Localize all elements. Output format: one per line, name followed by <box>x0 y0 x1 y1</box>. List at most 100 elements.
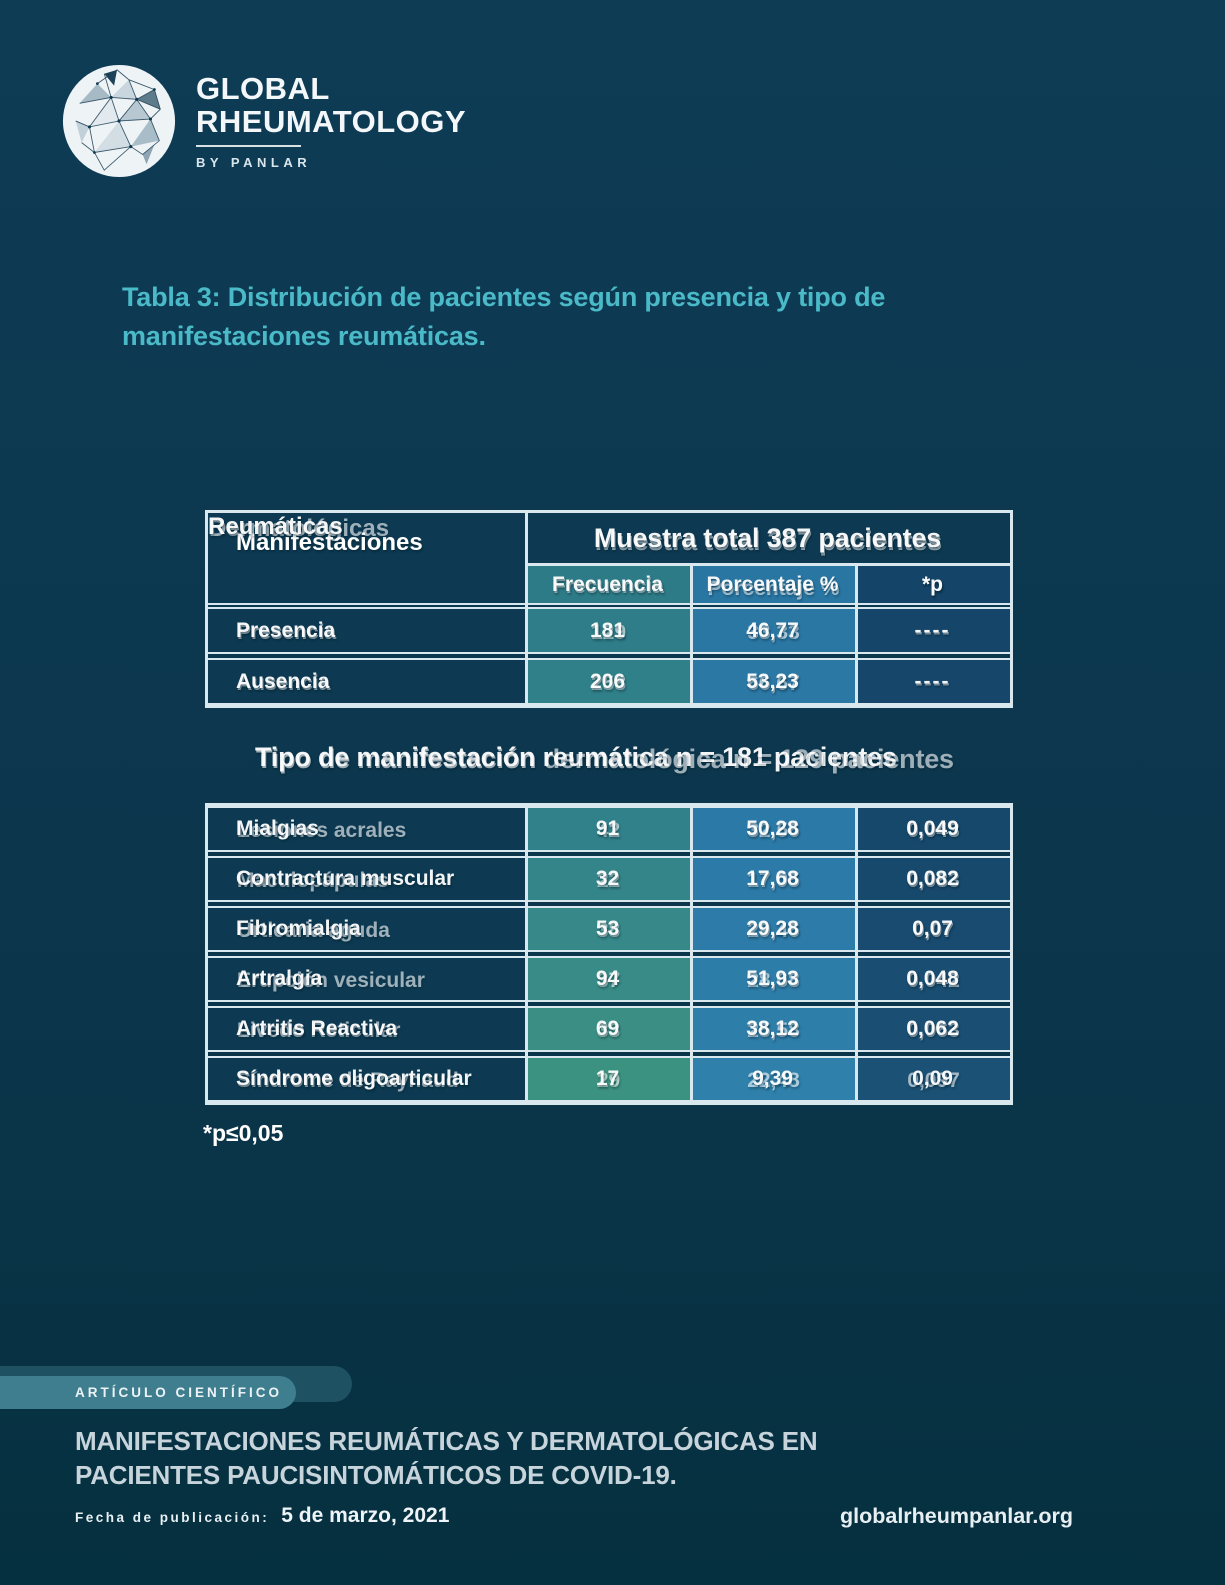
label-cell: Contractura muscular Maculopápulas <box>208 856 525 902</box>
layer-a-text: Porcentaje % <box>706 572 839 596</box>
layer-b-text: 17,05 <box>747 869 800 892</box>
section-subtitle: Tipo de manifestación reumática n = 181 … <box>255 742 1025 780</box>
layer-b-text: 258 <box>590 671 627 695</box>
layer-b-text: 22 <box>596 869 621 892</box>
article-title-line1: MANIFESTACIONES REUMÁTICAS Y DERMATOLÓGI… <box>75 1426 818 1456</box>
frequency-cell: 94 37 <box>525 956 690 1002</box>
column-border <box>855 806 858 1102</box>
layer-a-text: Reumáticas <box>208 513 343 540</box>
globe-logo-icon <box>62 64 176 178</box>
frequency-cell: 206 258 <box>525 658 690 705</box>
layer-b-text: 29,46 <box>747 919 800 942</box>
layer-a-text: 38,12 <box>746 1017 799 1040</box>
percentage-cell: 46,77 33,33 <box>690 607 855 654</box>
layer-a-text: Tipo de manifestación reumática n = 181 … <box>255 742 897 772</box>
label-cell: Fibromialgia Urticaria aguda <box>208 906 525 952</box>
layer-b-text: 42 <box>596 819 621 842</box>
layer-b-text: Ausencia <box>237 671 331 695</box>
label-cell: Presencia Presencia <box>208 607 525 654</box>
table1-header-total-cell: Muestra total 387 pacientes Muestra tota… <box>525 513 1010 563</box>
table2-row-3: Fibromialgia Urticaria aguda 53 38 29,28… <box>208 906 1010 952</box>
layer-a-text: 69 <box>595 1017 620 1040</box>
column-border <box>690 566 693 705</box>
brand-wordmark: GLOBAL RHEUMATOLOGY BY PANLAR <box>196 62 466 170</box>
layer-b-text: Urticaria aguda <box>237 919 390 942</box>
label-cell: Artralgia Erupción vesicular <box>208 956 525 1002</box>
layer-a-text: 46,77 <box>746 618 799 642</box>
article-type-badge: ARTÍCULO CIENTÍFICO <box>0 1376 296 1409</box>
percentage-cell: 17,68 17,05 <box>690 856 855 902</box>
brand-byline: BY PANLAR <box>196 155 312 170</box>
layer-a-text: Presencia <box>236 618 336 642</box>
publication-date-value: 5 de marzo, 2021 <box>281 1504 450 1527</box>
label-cell: Síndrome oligoarticular Síndrome de Rayn… <box>208 1056 525 1102</box>
table1-row-presencia: Presencia Presencia 181 129 46,77 33,33 … <box>208 607 1010 654</box>
table-title: Tabla 3: Distribución de pacientes según… <box>122 278 952 356</box>
table1-row-ausencia: Ausencia Ausencia 206 258 53,23 66,67 --… <box>208 658 1010 705</box>
layer-a-text: ---- <box>914 618 951 642</box>
layer-a-text: 94 <box>595 967 620 990</box>
column-header-porcentaje: Porcentaje % Porcentaje % <box>690 566 855 605</box>
column-header-frecuencia: Frecuencia Frecuencia <box>525 566 690 605</box>
column-border <box>525 513 528 705</box>
layer-a-text: 181 <box>589 618 626 642</box>
table-title-line2: manifestaciones reumáticas. <box>122 321 486 351</box>
layer-b-text: 22,48 <box>747 1069 800 1092</box>
layer-b-text: 66,67 <box>747 671 800 695</box>
layer-a-text: Fibromialgia <box>236 917 361 940</box>
column-border <box>690 806 693 1102</box>
layer-a-text: 0,082 <box>906 867 959 890</box>
layer-b-text: 33 <box>596 1019 621 1042</box>
pvalue-cell: 0,049 0,043 <box>855 806 1010 852</box>
website-url: globalrheumpanlar.org <box>840 1504 1073 1528</box>
layer-b-text: Maculopápulas <box>237 869 389 892</box>
layer-b-text: 37 <box>596 969 621 992</box>
layer-a-text: Artritis Reactiva <box>236 1017 398 1040</box>
layer-a-text: 53 <box>595 917 620 940</box>
layer-a-text: 91 <box>595 817 620 840</box>
table-presence: Manifestaciones Reumáticas Dermatológica… <box>205 510 1013 708</box>
layer-b-text: Tipo de manifestación dermatológica n = … <box>256 744 954 774</box>
layer-b-text: 129 <box>590 620 627 644</box>
article-type-label: ARTÍCULO CIENTÍFICO <box>75 1385 282 1400</box>
layer-a-text: 17 <box>595 1067 620 1090</box>
pvalue-cell: 0,062 0,063 <box>855 1006 1010 1052</box>
layer-b-text: 32,56 <box>747 819 800 842</box>
layer-b-text: 0,063 <box>907 1019 960 1042</box>
header-divider-line <box>525 563 1010 566</box>
layer-b-text: ---- <box>915 620 952 644</box>
layer-b-text: 0,097 <box>907 1069 960 1092</box>
label-cell: Artritis Reactiva Livedo Reticular <box>208 1006 525 1052</box>
column-header-p: *p *p <box>855 566 1010 605</box>
publication-date: Fecha de publicación: 5 de marzo, 2021 <box>75 1504 449 1528</box>
layer-b-text: Síndrome de Raynaud <box>237 1069 459 1092</box>
layer-b-text: 28,68 <box>747 969 800 992</box>
layer-a-text: 206 <box>589 669 626 693</box>
layer-b-text: Erupción vesicular <box>237 969 425 992</box>
layer-a-text: ---- <box>914 669 951 693</box>
layer-a-text: 9,39 <box>752 1067 793 1090</box>
brand-header: GLOBAL RHEUMATOLOGY BY PANLAR <box>60 62 466 180</box>
publication-date-label: Fecha de publicación: <box>75 1510 270 1525</box>
brand-line-global: GLOBAL <box>196 71 330 106</box>
layer-b-text: ---- <box>915 671 952 695</box>
layer-b-text: 25,58 <box>747 1019 800 1042</box>
pvalue-cell: ---- ---- <box>855 607 1010 654</box>
frequency-cell: 181 129 <box>525 607 690 654</box>
layer-a-text: 17,68 <box>746 867 799 890</box>
layer-a-text: 0,07 <box>912 917 953 940</box>
layer-b-text: Frecuencia <box>553 574 664 598</box>
layer-a-text: *p <box>922 572 943 596</box>
layer-a-text: 50,28 <box>746 817 799 840</box>
layer-b-text: 0,042 <box>907 969 960 992</box>
header-manifestaciones: Manifestaciones <box>236 529 423 556</box>
layer-a-text: Ausencia <box>236 669 330 693</box>
layer-b-text: 29 <box>596 1069 621 1092</box>
frequency-cell: 53 38 <box>525 906 690 952</box>
layer-a-text: Mialgias <box>236 817 319 840</box>
layer-a-text: Muestra total 387 pacientes <box>593 522 942 553</box>
table2-row-4: Artralgia Erupción vesicular 94 37 51,93… <box>208 956 1010 1002</box>
layer-a-text: Artralgia <box>236 967 323 990</box>
percentage-cell: 29,28 29,46 <box>690 906 855 952</box>
